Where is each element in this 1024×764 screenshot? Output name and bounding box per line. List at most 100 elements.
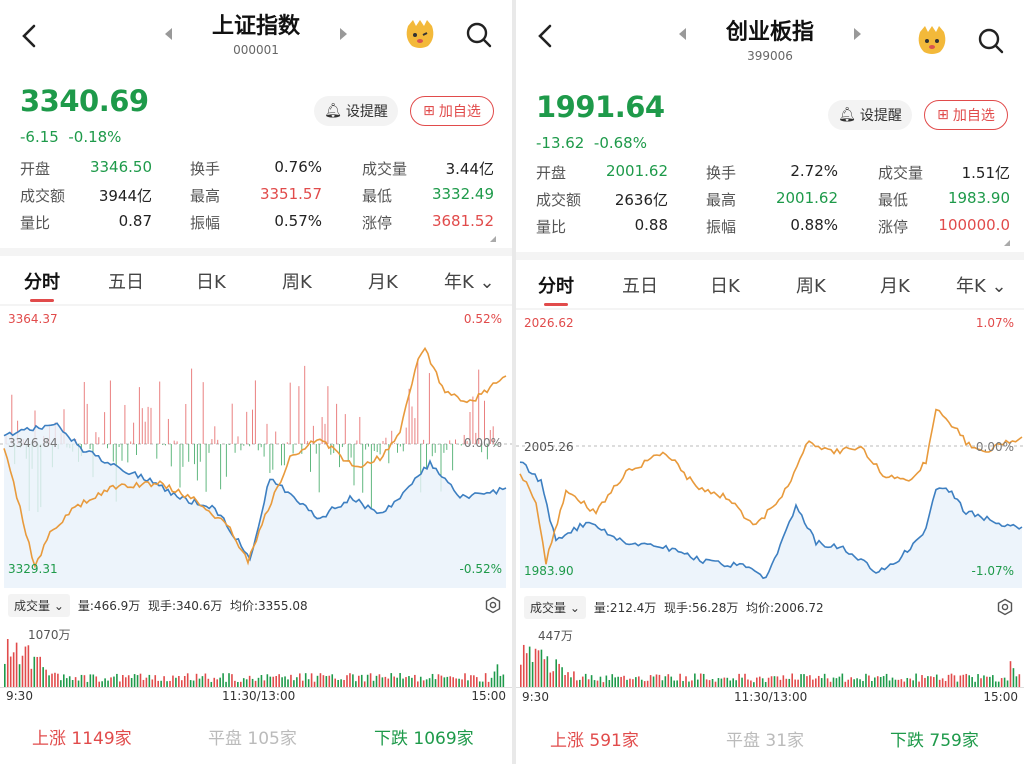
volume-bar	[649, 675, 652, 688]
volume-bar	[101, 681, 103, 688]
intraday-chart[interactable]	[516, 312, 1024, 588]
volume-bar	[222, 673, 224, 688]
volume-bar	[974, 681, 976, 688]
add-watchlist-button[interactable]: ⊞ 加自选	[924, 100, 1008, 130]
volume-bar	[573, 671, 575, 688]
tab-3[interactable]: 周K	[796, 276, 826, 297]
add-watchlist-button[interactable]: ⊞ 加自选	[410, 96, 494, 126]
volume-bar	[844, 681, 847, 688]
volume-bar	[245, 679, 248, 688]
volume-bar	[968, 675, 970, 688]
settings-icon[interactable]	[484, 596, 502, 614]
tab-4[interactable]: 月K	[368, 272, 398, 293]
mascot-icon[interactable]	[914, 22, 950, 58]
volume-bar	[853, 679, 855, 688]
tab-5[interactable]: 年K ⌄	[956, 276, 1007, 297]
volume-bar	[587, 679, 590, 688]
tab-5[interactable]: 年K ⌄	[444, 272, 495, 293]
volume-bar	[107, 680, 109, 688]
tab-2[interactable]: 日K	[196, 272, 226, 293]
tab-4[interactable]: 月K	[880, 276, 910, 297]
volume-bar	[989, 676, 991, 688]
volume-bar	[496, 664, 499, 688]
volume-bar	[313, 681, 316, 688]
volume-bar	[608, 680, 611, 688]
volume-bar	[74, 677, 77, 688]
set-alert-button[interactable]: 🔔︎ 设提醒	[314, 96, 398, 126]
volume-bar	[363, 681, 366, 688]
expand-icon[interactable]	[490, 236, 496, 242]
volume-selector[interactable]: 成交量 ⌄	[524, 595, 586, 619]
volume-bar	[163, 676, 165, 688]
volume-bar	[935, 674, 938, 688]
volume-bar	[396, 677, 398, 688]
volume-bar	[290, 674, 292, 688]
search-icon[interactable]	[464, 20, 494, 50]
volume-chart	[0, 639, 512, 688]
tab-1[interactable]: 五日	[622, 276, 658, 297]
volume-bar	[349, 673, 351, 688]
axis-top-price: 3364.37	[8, 312, 58, 326]
tab-1[interactable]: 五日	[108, 272, 144, 293]
stat-换手: 换手 0.76%	[190, 158, 322, 178]
volume-bar	[293, 680, 295, 688]
volume-bar	[133, 674, 136, 688]
time-end: 15:00	[471, 689, 506, 703]
volume-bar	[537, 650, 540, 688]
back-arrow-icon[interactable]	[532, 20, 560, 52]
stat-最低: 最低 1983.90	[878, 189, 1010, 209]
volume-bar	[502, 674, 505, 688]
price-area	[520, 462, 1022, 588]
volume-bar	[832, 677, 835, 688]
settings-icon[interactable]	[996, 598, 1014, 616]
volume-bar	[803, 674, 805, 688]
volume-bar	[729, 680, 732, 688]
volume-bar	[6, 639, 9, 688]
tab-2[interactable]: 日K	[710, 276, 740, 297]
tab-0[interactable]: 分时	[24, 268, 60, 294]
volume-max: 1070万	[28, 628, 71, 642]
volume-bar	[452, 677, 454, 688]
intraday-chart[interactable]	[0, 308, 512, 588]
volume-chart	[516, 644, 1024, 688]
set-alert-button[interactable]: 🔔︎ 设提醒	[828, 100, 912, 130]
volume-bar	[71, 679, 74, 688]
search-icon[interactable]	[976, 26, 1006, 56]
volume-bar	[918, 681, 920, 688]
volume-bar	[352, 674, 354, 688]
volume-bar	[685, 676, 687, 688]
volume-bar	[714, 681, 717, 688]
volume-bar	[213, 677, 216, 688]
volume-bar	[346, 675, 348, 688]
tab-3[interactable]: 周K	[282, 272, 312, 293]
volume-bar	[1006, 680, 1009, 688]
back-arrow-icon[interactable]	[16, 20, 44, 52]
volume-bar	[561, 667, 563, 688]
volume-bar	[735, 680, 737, 688]
volume-bar	[207, 678, 210, 688]
volume-bar	[879, 677, 882, 688]
volume-bar	[92, 674, 95, 688]
volume-bar	[461, 679, 463, 688]
next-index-icon[interactable]	[338, 26, 350, 42]
prev-index-icon[interactable]	[676, 26, 688, 42]
next-index-icon[interactable]	[852, 26, 864, 42]
tab-0[interactable]: 分时	[538, 272, 574, 298]
volume-bar	[27, 645, 30, 688]
volume-bar	[891, 677, 894, 688]
index-code: 000001	[233, 43, 279, 57]
plus-box-icon: ⊞	[423, 103, 435, 119]
axis-mid-pct: 0.00%	[975, 440, 1014, 454]
volume-bar	[60, 680, 62, 688]
volume-bar	[18, 664, 21, 688]
volume-bar	[422, 680, 425, 688]
volume-bar	[39, 656, 41, 688]
volume-bar	[705, 679, 708, 688]
volume-bar	[390, 673, 393, 688]
mascot-icon[interactable]	[402, 16, 438, 52]
volume-bar	[986, 676, 988, 688]
prev-index-icon[interactable]	[162, 26, 174, 42]
axis-top-pct: 0.52%	[463, 312, 502, 326]
expand-icon[interactable]	[1004, 240, 1010, 246]
volume-selector[interactable]: 成交量 ⌄	[8, 593, 70, 617]
